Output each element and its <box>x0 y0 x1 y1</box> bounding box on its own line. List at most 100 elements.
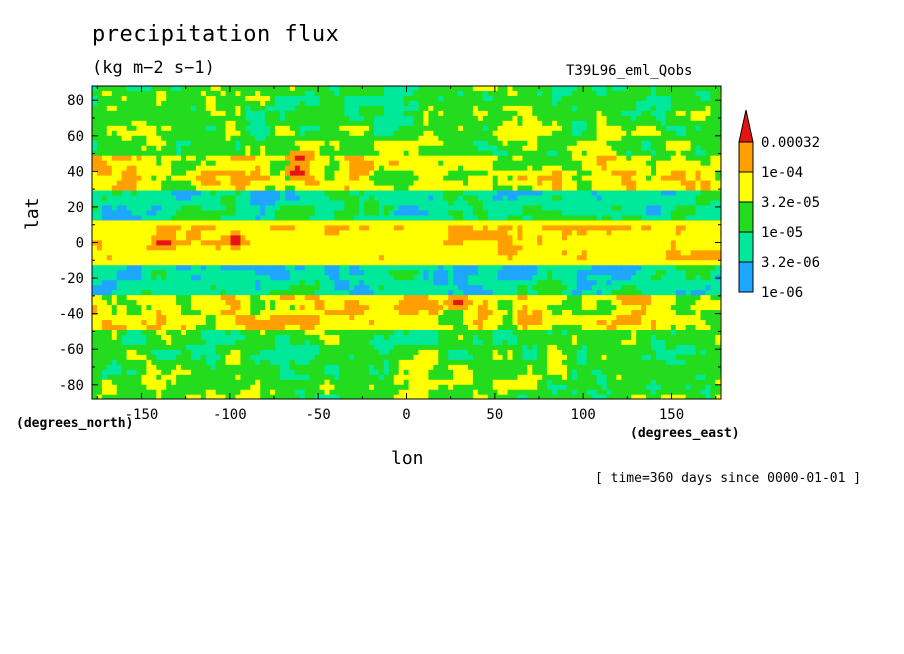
field-cell <box>176 205 182 212</box>
field-cell <box>423 150 430 157</box>
field-cell <box>670 240 677 246</box>
field-cell <box>561 205 568 212</box>
field-cell <box>448 135 454 142</box>
field-cell <box>156 175 162 182</box>
field-cell <box>161 255 167 261</box>
field-cell <box>398 160 405 167</box>
field-cell <box>537 220 543 227</box>
field-cell <box>250 225 256 232</box>
field-cell <box>156 205 162 212</box>
field-cell <box>705 125 711 132</box>
field-cell <box>235 200 242 207</box>
field-cell <box>651 135 657 142</box>
field-cell <box>532 86 538 92</box>
field-cell <box>151 110 157 117</box>
field-cell <box>507 175 514 182</box>
field-cell <box>156 190 162 197</box>
field-cell <box>190 150 197 157</box>
field-cell <box>705 200 711 207</box>
field-cell <box>388 150 395 157</box>
field-cell <box>279 86 286 92</box>
field-cell <box>309 86 316 92</box>
field-cell <box>294 165 301 172</box>
field-cell <box>492 265 499 271</box>
field-cell <box>270 205 276 212</box>
field-cell <box>255 95 261 102</box>
field-cell <box>294 95 301 102</box>
field-cell <box>601 150 608 157</box>
field-cell <box>314 180 321 187</box>
field-cell <box>467 205 474 212</box>
field-cell <box>369 210 375 217</box>
field-cell <box>156 195 162 202</box>
field-cell <box>334 270 340 276</box>
field-cell <box>364 105 370 112</box>
field-cell <box>438 165 444 172</box>
field-cell <box>131 270 138 276</box>
field-cell <box>665 110 672 117</box>
field-cell <box>210 195 217 202</box>
field-cell <box>388 120 395 127</box>
field-cell <box>621 115 627 122</box>
field-cell <box>581 275 588 281</box>
field-cell <box>655 205 662 212</box>
field-cell <box>240 275 246 281</box>
field-cell <box>611 110 618 117</box>
field-cell <box>408 190 415 197</box>
field-cell <box>433 275 439 281</box>
field-cell <box>581 220 588 227</box>
field-cell <box>275 135 281 142</box>
field-cell <box>344 250 350 256</box>
field-cell <box>641 120 647 127</box>
field-cell <box>220 160 227 167</box>
field-cell <box>275 140 281 147</box>
field-cell <box>116 195 123 202</box>
field-cell <box>561 230 568 236</box>
field-cell <box>700 165 707 172</box>
field-cell <box>225 195 232 202</box>
field-cell <box>339 270 345 276</box>
field-cell <box>547 200 553 207</box>
field-cell <box>576 180 583 187</box>
field-cell <box>403 200 410 207</box>
field-cell <box>354 125 360 132</box>
field-cell <box>497 245 504 251</box>
field-cell <box>393 135 400 142</box>
field-cell <box>626 130 632 137</box>
field-cell <box>334 205 340 212</box>
field-cell <box>383 260 390 266</box>
field-cell <box>304 200 311 207</box>
field-cell <box>245 220 251 227</box>
field-cell <box>101 110 108 117</box>
field-cell <box>423 270 430 276</box>
field-cell <box>522 110 528 117</box>
field-cell <box>329 170 336 177</box>
field-cell <box>576 86 583 92</box>
field-cell <box>339 170 345 177</box>
field-cell <box>552 275 558 281</box>
field-cell <box>364 260 370 266</box>
field-cell <box>502 255 509 261</box>
field-cell <box>690 275 697 281</box>
field-cell <box>111 90 118 97</box>
field-cell <box>502 145 509 152</box>
field-cell <box>369 200 375 207</box>
field-cell <box>710 230 716 236</box>
field-cell <box>443 230 449 236</box>
field-cell <box>606 95 613 102</box>
field-cell <box>171 170 177 177</box>
field-cell <box>542 265 548 271</box>
field-cell <box>96 210 103 217</box>
field-cell <box>230 160 237 167</box>
field-cell <box>438 235 444 241</box>
field-cell <box>245 175 251 182</box>
field-cell <box>636 270 642 276</box>
field-cell <box>166 215 172 222</box>
field-cell <box>92 180 98 187</box>
field-cell <box>126 155 133 162</box>
field-cell <box>586 190 593 197</box>
field-cell <box>250 130 256 137</box>
field-cell <box>146 215 152 222</box>
field-cell <box>631 140 637 147</box>
field-cell <box>438 245 444 251</box>
